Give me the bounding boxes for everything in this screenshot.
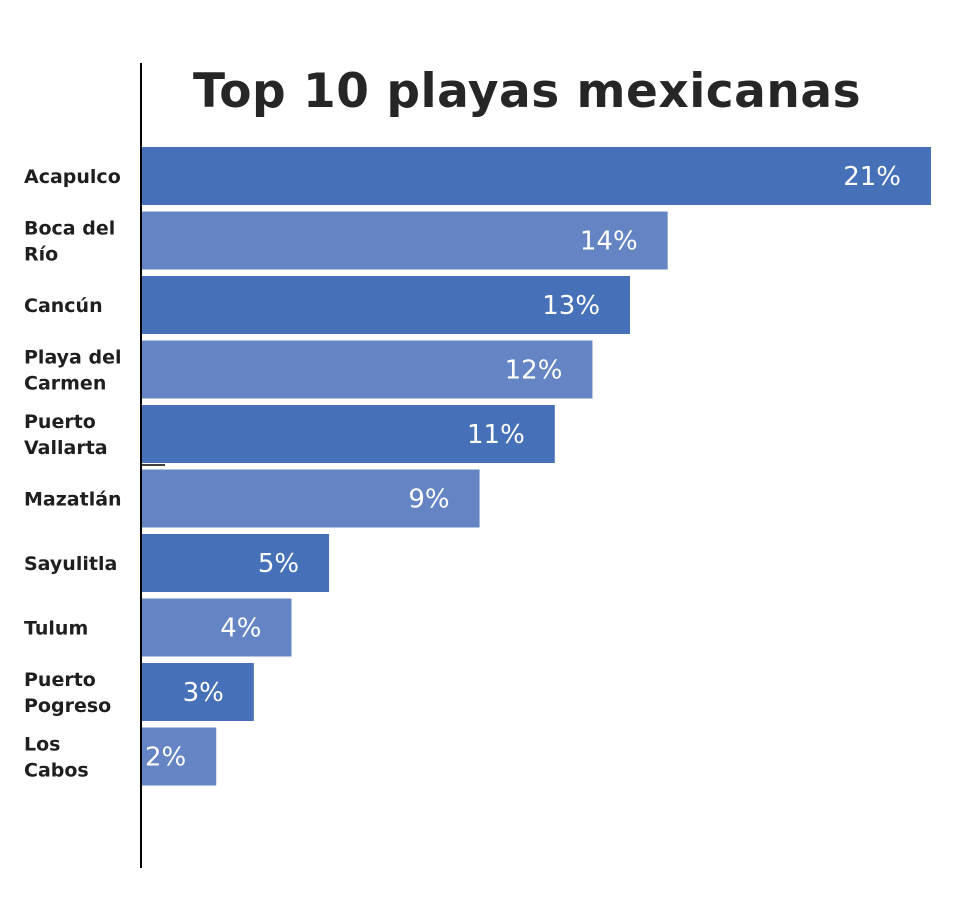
bar (141, 276, 631, 334)
bar-value-label: 12% (505, 356, 563, 386)
category-label-line: Puerto (24, 411, 96, 433)
category-label-line: Sayulitla (24, 553, 117, 575)
bar (141, 469, 480, 528)
category-label-line: Tulum (24, 618, 88, 640)
bar (141, 405, 555, 463)
category-label-line: Boca del (24, 218, 115, 240)
bar-value-label: 9% (408, 485, 449, 515)
category-label-line: Río (24, 244, 58, 266)
category-label-line: Los (24, 734, 60, 756)
category-label: Boca del Río (24, 218, 115, 266)
bar-value-label: 2% (145, 743, 186, 773)
bar (141, 340, 593, 399)
bar (141, 598, 292, 657)
category-label-line: Pogreso (24, 695, 111, 717)
category-label-line: Cancún (24, 295, 103, 317)
category-label: Tulum (24, 618, 88, 640)
category-label: Cancún (24, 295, 103, 317)
category-label-line: Mazatlán (24, 489, 122, 511)
category-label-line: Vallarta (24, 437, 108, 459)
bar (141, 534, 330, 592)
category-label: Puerto Vallarta (24, 411, 108, 459)
category-label: Acapulco (24, 166, 121, 188)
category-label: Playa del Carmen (24, 347, 122, 395)
bar (141, 147, 931, 205)
bar (141, 663, 254, 721)
bar (141, 211, 668, 270)
category-label-line: Playa del (24, 347, 122, 369)
bar-value-label: 21% (843, 162, 901, 192)
category-label: Puerto Pogreso (24, 669, 111, 717)
category-labels-layer: Acapulco Boca del Río Cancún Playa del Carmen… (24, 166, 122, 782)
category-label-line: Acapulco (24, 166, 121, 188)
category-label-line: Carmen (24, 373, 106, 395)
bar-value-label: 13% (542, 291, 600, 321)
category-label: Mazatlán (24, 489, 122, 511)
bar-value-label: 11% (467, 420, 525, 450)
bars-layer: 21% 14% 13% 12% 11% 9% 5% 4% 3% 2% (141, 147, 931, 786)
bar-value-label: 5% (258, 549, 299, 579)
category-label-line: Cabos (24, 760, 89, 782)
bar-value-label: 3% (183, 678, 224, 708)
category-label: Sayulitla (24, 553, 117, 575)
bar-value-label: 14% (580, 227, 638, 257)
category-label-line: Puerto (24, 669, 96, 691)
chart-title: Top 10 playas mexicanas (192, 64, 862, 119)
bar-value-label: 4% (220, 614, 261, 644)
bar (141, 727, 217, 786)
category-label: Los Cabos (24, 734, 89, 782)
